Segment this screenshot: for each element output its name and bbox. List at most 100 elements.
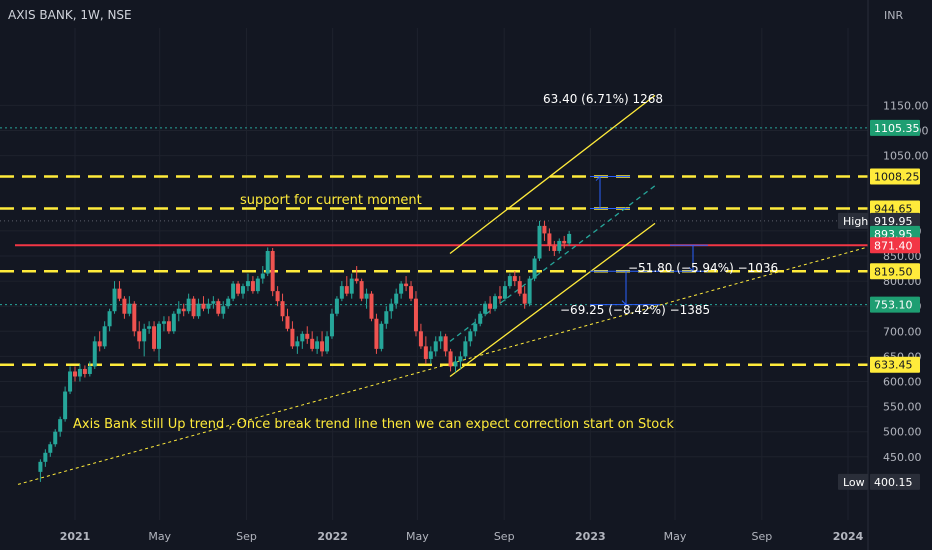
candle-body <box>295 341 300 347</box>
measure-down2-arrow <box>621 300 627 305</box>
candle-body <box>221 306 226 314</box>
x-tick-label: May <box>664 530 687 543</box>
price-label-text: 871.40 <box>874 239 913 252</box>
candle-body <box>404 283 409 287</box>
candle-body <box>428 351 433 359</box>
candle-body <box>137 331 142 342</box>
measure-down1-label: −51.80 (−5.94%) −1036 <box>628 261 778 275</box>
candle-body <box>334 298 339 314</box>
candle-body <box>359 281 364 299</box>
candle-body <box>206 303 211 309</box>
time-axis[interactable]: 2021 May Sep 2022 May Sep 2023 May Sep 2024 <box>60 530 864 543</box>
x-tick-label: Sep <box>236 530 257 543</box>
horizontal-levels <box>0 127 868 366</box>
candle-body <box>374 318 379 349</box>
price-label-box <box>870 200 920 217</box>
y-tick-label: 550.00 <box>883 401 922 414</box>
candle-body <box>53 431 58 445</box>
price-label-text: 400.15 <box>874 476 913 489</box>
price-label-box <box>870 237 920 254</box>
candle-body <box>255 278 260 292</box>
channel-mid-line <box>449 185 656 342</box>
candle-body <box>161 321 166 324</box>
candle-body <box>58 419 63 432</box>
candle-body <box>344 286 349 294</box>
price-label-text: 1008.25 <box>874 171 920 184</box>
candle-body <box>265 250 270 274</box>
candle-body <box>226 298 231 307</box>
candle-body <box>423 346 428 359</box>
candle-body <box>127 303 132 314</box>
candle-body <box>92 341 97 367</box>
candle-body <box>478 313 483 324</box>
candle-body <box>142 328 147 342</box>
price-tag-box <box>838 212 868 229</box>
price-label-box <box>870 473 920 490</box>
candle-body <box>300 333 305 342</box>
candle-body <box>433 341 438 352</box>
candle-body <box>483 303 488 314</box>
candle-body <box>201 303 206 309</box>
candle-body <box>493 296 498 309</box>
candle-body <box>458 356 463 362</box>
candle-body <box>245 281 250 287</box>
price-label-text: 819.50 <box>874 265 913 278</box>
y-tick-label: 600.00 <box>883 376 922 389</box>
price-label-box <box>870 119 920 136</box>
measure-up-arrow <box>595 176 601 181</box>
candle-body <box>532 258 537 279</box>
candle-body <box>325 336 330 352</box>
candle-body <box>275 291 280 302</box>
trendlines <box>17 94 869 485</box>
candle-body <box>216 301 221 314</box>
candle-body <box>448 351 453 367</box>
candle-body <box>557 240 562 251</box>
candle-body <box>102 326 107 347</box>
measure-down1-arrow <box>688 266 694 272</box>
candle-body <box>82 368 87 374</box>
measurements <box>590 176 708 306</box>
candle-body <box>87 366 92 374</box>
candle-body <box>349 278 354 294</box>
candle-body <box>305 333 310 339</box>
candle-body <box>63 391 68 420</box>
candle-body <box>369 293 374 319</box>
candle-body <box>191 298 196 317</box>
candle-body <box>320 341 325 352</box>
candle-body <box>166 321 171 332</box>
candle-body <box>260 273 265 279</box>
candle-body <box>354 278 359 282</box>
candle-body <box>73 371 77 377</box>
price-tag-box <box>838 473 868 490</box>
candle-body <box>497 296 502 299</box>
candle-body <box>236 283 241 294</box>
price-label-text: 944.65 <box>874 202 913 215</box>
candle-body <box>389 303 394 312</box>
candle-body <box>567 233 572 244</box>
symbol-title: AXIS BANK, 1W, NSE <box>8 8 132 22</box>
channel-upper-line <box>449 94 656 255</box>
measure-up-label: 63.40 (6.71%) 1268 <box>543 92 663 106</box>
price-label-box <box>870 296 920 313</box>
candle-body <box>211 301 216 304</box>
y-tick-label: 700.00 <box>883 325 922 338</box>
candle-body <box>418 331 423 347</box>
x-tick-label: May <box>148 530 171 543</box>
candle-body <box>562 240 567 244</box>
candle-body <box>537 225 542 259</box>
candle-body <box>250 281 255 292</box>
candle-body <box>181 308 186 312</box>
price-labels: 1105.351008.25944.65919.95High893.95871.… <box>838 119 920 490</box>
candle-body <box>77 368 82 377</box>
candle-body <box>329 313 334 337</box>
candle-body <box>132 303 137 332</box>
candle-body <box>38 461 43 472</box>
candle-body <box>280 301 285 317</box>
candle-body <box>517 281 522 294</box>
candle-body <box>48 444 53 453</box>
y-tick-label: 1150.00 <box>883 99 929 112</box>
price-label-box <box>870 168 920 185</box>
x-tick-label: 2024 <box>833 530 864 543</box>
candle-body <box>522 293 527 304</box>
x-tick-label: Sep <box>494 530 515 543</box>
